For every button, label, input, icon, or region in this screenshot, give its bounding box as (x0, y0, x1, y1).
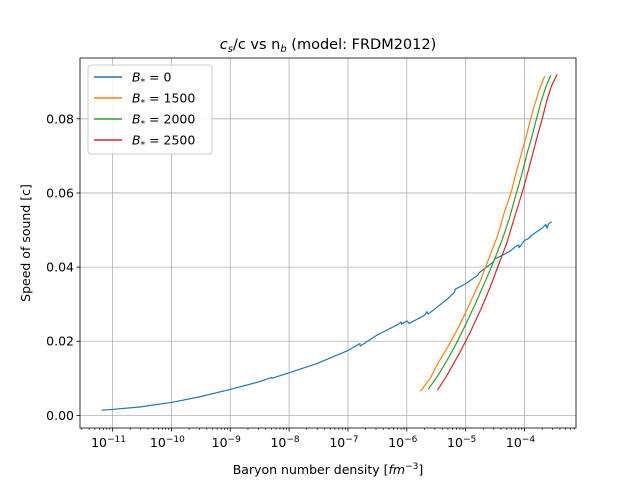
series-line-0 (101, 221, 552, 411)
y-tick-label: 0.02 (46, 334, 74, 349)
x-tick-label: 10−4 (506, 435, 535, 450)
x-axis-ticks: 10−11 10−10 10−9 10−8 10−7 10−6 10−5 10−4 (81, 428, 575, 450)
y-axis-ticks: 0.00 0.02 0.04 0.06 0.08 (46, 111, 80, 423)
x-tick-label: 10−8 (270, 435, 299, 450)
legend-label-0: B* = 0 (132, 70, 171, 88)
x-tick-label: 10−7 (329, 435, 358, 450)
y-tick-label: 0.06 (46, 185, 74, 200)
legend: B* = 0 B* = 1500 B* = 2000 B* = 2500 (87, 64, 213, 155)
x-tick-label: 10−10 (150, 435, 185, 450)
series-line-3 (436, 74, 558, 391)
x-tick-label: 10−9 (212, 435, 241, 450)
y-tick-label: 0.04 (46, 260, 74, 275)
legend-items: B* = 0 B* = 1500 B* = 2000 B* = 2500 (94, 70, 195, 151)
legend-label-1: B* = 1500 (132, 91, 195, 109)
series-line-1 (419, 75, 546, 392)
series-line-2 (427, 74, 552, 390)
x-tick-label: 10−6 (388, 435, 417, 450)
chart-title: cs/c vs nb (model: FRDM2012) (220, 37, 437, 55)
y-axis-label: Speed of sound [c] (18, 184, 33, 302)
grid-lines (80, 58, 576, 428)
plot-frame (79, 57, 577, 429)
y-tick-label: 0.00 (46, 408, 74, 423)
legend-label-2: B* = 2000 (132, 112, 195, 130)
legend-box (87, 64, 213, 155)
x-axis-label: Baryon number density [fm−3] (233, 462, 424, 477)
series-lines (101, 74, 558, 411)
y-tick-label: 0.08 (46, 111, 74, 126)
legend-label-3: B* = 2500 (132, 133, 195, 151)
x-tick-label: 10−5 (447, 435, 476, 450)
x-tick-label: 10−11 (91, 435, 126, 450)
